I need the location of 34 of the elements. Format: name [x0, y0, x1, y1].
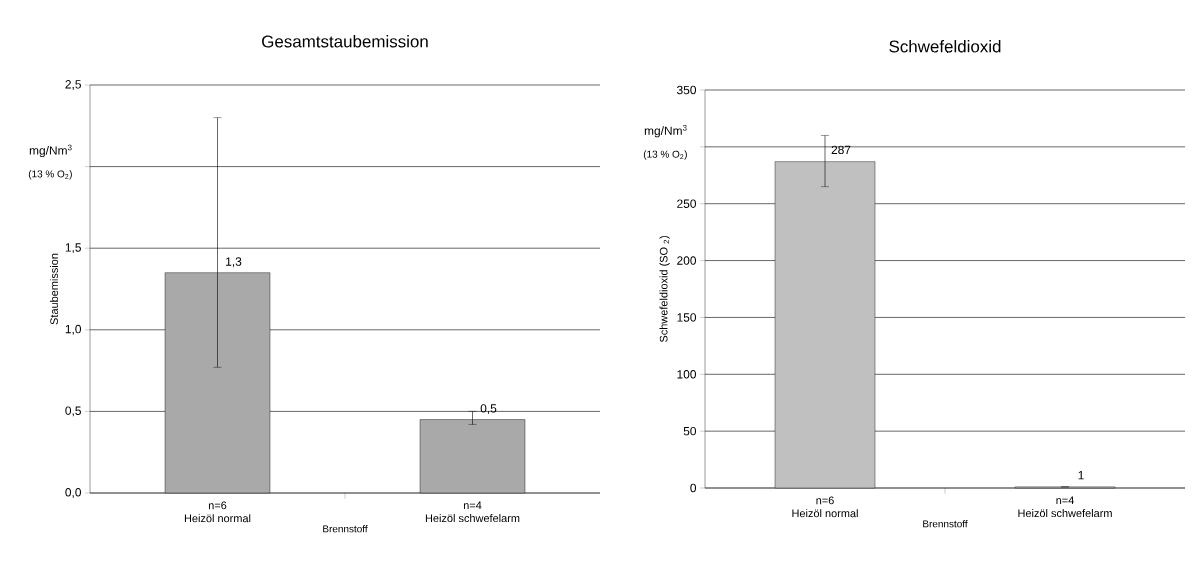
x-tick-label: Heizöl normal: [184, 514, 251, 523]
data-label: 1,3: [226, 257, 242, 268]
y-tick-label: 50: [683, 426, 697, 436]
y-tick-label: 0: [690, 483, 697, 493]
y-tick-label: 250: [677, 199, 697, 208]
chart-title: Schwefeldioxid: [889, 40, 1001, 53]
x-axis-title: Brennstoff: [323, 525, 368, 533]
text: n=6: [208, 501, 227, 510]
x-tick-label: Heizöl normal: [792, 509, 858, 518]
x-axis-title: Brennstoff: [923, 520, 968, 528]
y-tick-label: 0,5: [65, 406, 81, 417]
y-tick-label: 0,0: [65, 488, 82, 498]
chart-title: Gesamtstaubemission: [262, 35, 428, 48]
y-axis-title: Schwefeldioxid (SO $_{2}$): [659, 236, 670, 343]
y-tick-label: 350: [676, 85, 697, 95]
data-label: 1: [1078, 471, 1084, 480]
text: n=4: [1056, 496, 1074, 505]
text: (13 % O$_{2}$): [643, 150, 687, 160]
y-tick-label: 150: [677, 313, 697, 322]
y-axis-title: Staubemission: [49, 253, 59, 325]
y-tick-label: 100: [677, 370, 697, 379]
text: mg/Nm$^{3}$: [644, 124, 687, 138]
y-tick-label: 2,5: [65, 80, 81, 90]
data-label: 0,5: [480, 404, 497, 415]
text: n=6: [816, 496, 834, 505]
text: (13 % O$_{2}$): [28, 170, 72, 180]
x-tick-label: Heizöl schwefelarm: [1018, 509, 1112, 518]
x-tick-label: Heizöl schwefelarm: [425, 514, 520, 523]
data-label: 287: [831, 145, 851, 155]
text: n=4: [463, 501, 482, 510]
y-tick-label: 200: [677, 256, 697, 265]
text: mg/Nm$^{3}$: [29, 144, 72, 158]
y-tick-label: 1,5: [65, 243, 81, 254]
y-tick-label: 1,0: [65, 324, 82, 335]
